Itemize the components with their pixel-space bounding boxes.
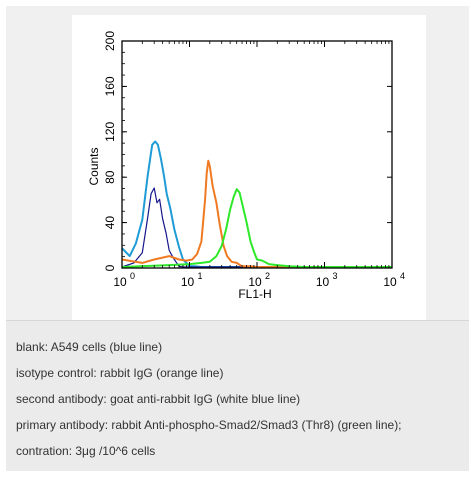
x-tick-exponent: 1 (198, 271, 203, 281)
series-line-1 (121, 187, 392, 268)
series-line-0 (121, 140, 392, 268)
y-tick-label: 200 (103, 31, 117, 51)
x-tick-exponent: 4 (400, 271, 405, 281)
x-tick-label: 10 (383, 275, 397, 289)
caption-panel: blank: A549 cells (blue line) isotype co… (6, 320, 469, 471)
plot-frame (121, 40, 393, 269)
y-axis-label: Counts (87, 147, 101, 185)
caption-line-second-antibody: second antibody: goat anti-rabbit IgG (w… (16, 392, 301, 406)
caption-line-concentration: contration: 3μg /10^6 cells (16, 444, 156, 458)
x-tick-exponent: 3 (333, 271, 338, 281)
y-tick-label: 0 (103, 264, 117, 271)
y-tick-label: 120 (103, 121, 117, 141)
caption-line-isotype: isotype control: rabbit IgG (orange line… (16, 366, 224, 380)
x-tick-exponent: 0 (130, 271, 135, 281)
y-tick-label: 160 (103, 76, 117, 96)
x-tick-label: 10 (248, 275, 262, 289)
x-axis-label: FL1-H (238, 287, 271, 301)
figure-panel: 0 40 80 120 160 200 10 0 10 1 10 2 10 3 10 4 FL1-H Counts (6, 6, 469, 321)
series-line-3 (121, 188, 392, 268)
x-tick-label: 10 (181, 275, 195, 289)
caption-line-blank: blank: A549 cells (blue line) (16, 340, 163, 354)
y-tick-label: 80 (103, 170, 117, 184)
x-tick-exponent: 2 (265, 271, 270, 281)
y-tick-label: 40 (103, 216, 117, 230)
caption-line-primary-antibody: primary antibody: rabbit Anti-phospho-Sm… (16, 418, 402, 432)
series-line-2 (121, 159, 392, 268)
x-tick-label: 10 (113, 275, 127, 289)
histogram-canvas: 0 40 80 120 160 200 10 0 10 1 10 2 10 3 10 4 FL1-H Counts (72, 15, 426, 321)
x-tick-label: 10 (316, 275, 330, 289)
